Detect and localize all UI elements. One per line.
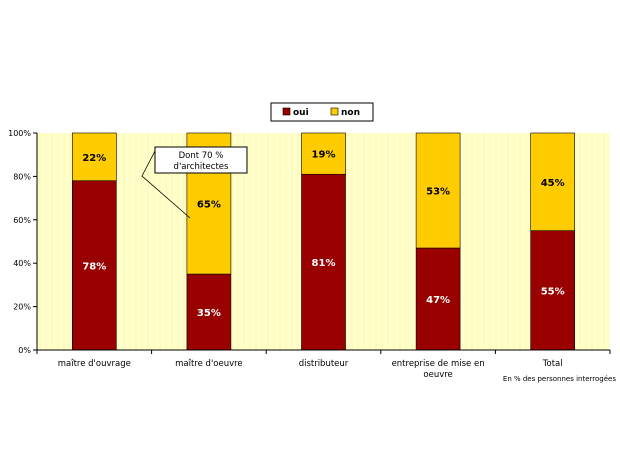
y-tick-label: 20%: [13, 303, 31, 312]
x-category-label: distributeur: [299, 359, 349, 369]
bar-non: [415, 132, 461, 249]
bars-group: 78% 22% 35% 65% 81% 19% 47% 53% 55% 45%: [72, 132, 576, 351]
source-note: En % des personnes interrogées: [503, 375, 616, 383]
data-label-non: 45%: [541, 178, 565, 189]
x-category-label: Total: [542, 359, 563, 369]
x-category-label: oeuvre: [423, 370, 452, 380]
y-tick-label: 80%: [13, 172, 31, 181]
y-tick-label: 40%: [13, 259, 31, 268]
bar-oui: [186, 273, 232, 351]
legend: oui non: [270, 102, 374, 122]
bar-oui: [530, 230, 576, 351]
bar-oui: [72, 180, 117, 351]
bar-non: [301, 132, 346, 175]
callout-box: [154, 146, 248, 174]
legend-swatch-non: [330, 107, 339, 116]
legend-box: [270, 102, 374, 122]
data-label-non: 22%: [82, 153, 106, 164]
y-tick-label: 100%: [8, 129, 31, 138]
legend-label-oui: oui: [293, 108, 309, 118]
x-category-label: entreprise de mise en: [392, 359, 485, 369]
legend-label-non: non: [341, 108, 360, 118]
data-label-oui: 47%: [426, 295, 450, 306]
axes-group: 0% 20% 40% 60% 80% 100%: [8, 129, 611, 355]
data-label-non: 53%: [426, 187, 450, 198]
legend-swatch-oui: [282, 107, 291, 116]
callout-pointer: [141, 150, 191, 219]
data-label-non: 65%: [197, 200, 221, 211]
callout-text-line2: d'architectes: [174, 162, 229, 172]
data-label-oui: 35%: [197, 308, 221, 319]
bar-oui: [301, 173, 346, 351]
bar-non: [72, 132, 117, 182]
data-label-oui: 81%: [312, 258, 336, 269]
data-label-oui: 55%: [541, 286, 565, 297]
callout-text-line1: Dont 70 %: [179, 151, 224, 161]
x-category-label: maître d'ouvrage: [58, 359, 131, 369]
data-label-non: 19%: [312, 150, 336, 161]
y-tick-label: 0%: [18, 346, 31, 355]
callout-annotation: Dont 70 % d'architectes: [141, 146, 248, 219]
category-labels: maître d'ouvrage maître d'oeuvre distribut…: [58, 359, 563, 380]
y-tick-label: 60%: [13, 216, 31, 225]
bar-non: [530, 132, 576, 231]
bar-oui: [415, 247, 461, 351]
x-category-label: maître d'oeuvre: [175, 359, 243, 369]
data-label-oui: 78%: [82, 261, 106, 272]
